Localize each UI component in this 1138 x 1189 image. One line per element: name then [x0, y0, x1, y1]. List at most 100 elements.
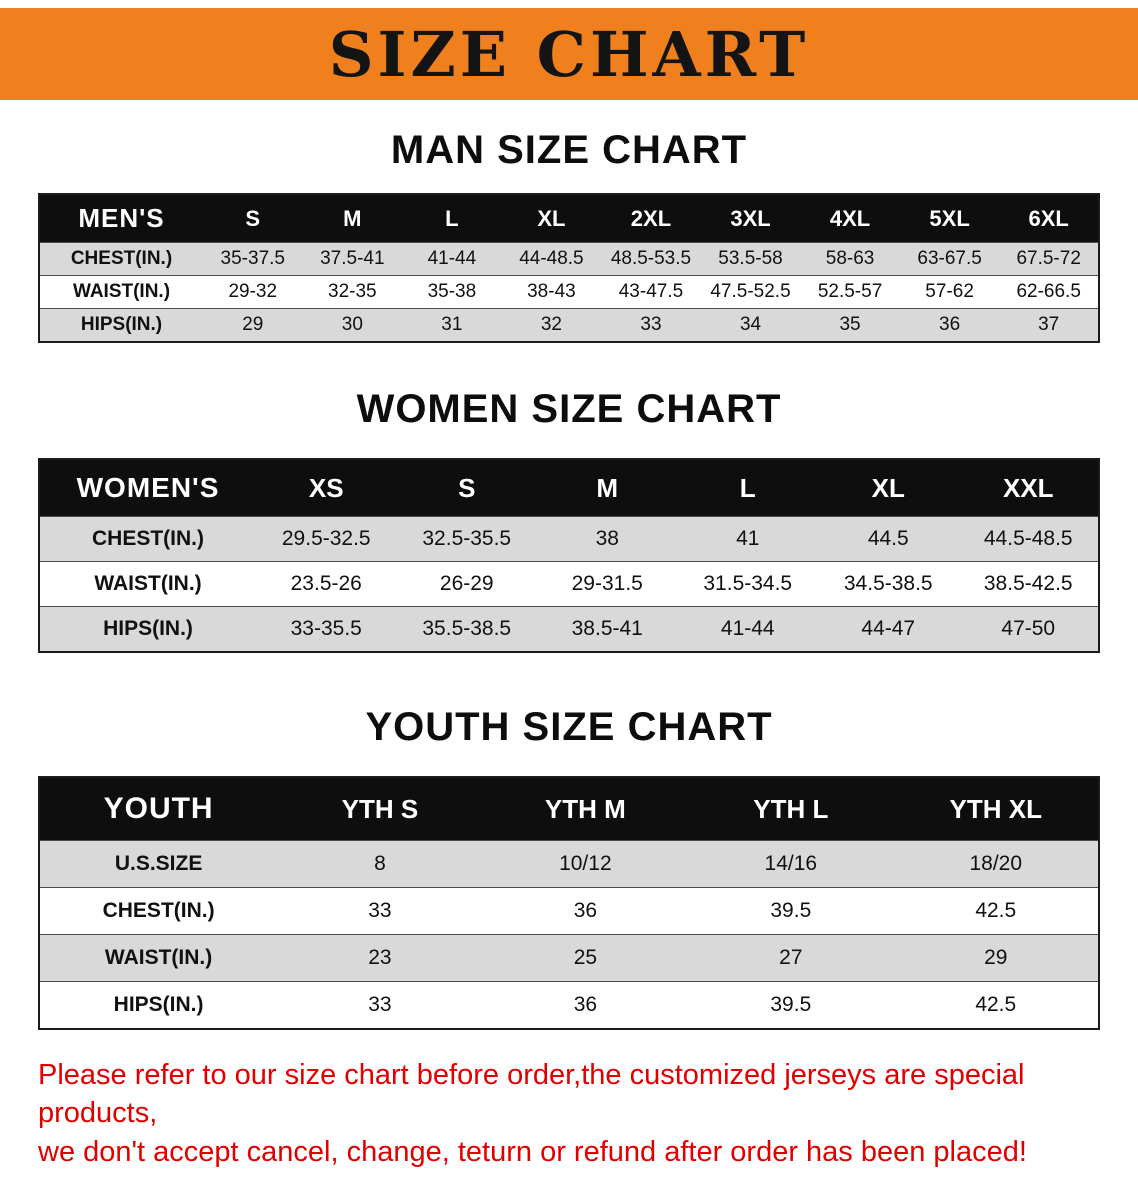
table-row: WAIST(IN.) 23.5-26 26-29 29-31.5 31.5-34.5 34… [39, 561, 1099, 607]
size-value-cell: 35 [800, 308, 900, 342]
size-value-cell: 29.5-32.5 [256, 516, 397, 562]
size-value-cell: 33 [601, 308, 701, 342]
size-value-cell: 41-44 [402, 242, 502, 276]
row-label: HIPS(IN.) [39, 308, 203, 342]
table-row: HIPS(IN.) 33 36 39.5 42.5 [39, 981, 1099, 1029]
disclaimer-line-1: Please refer to our size chart before or… [38, 1059, 1025, 1130]
size-value-cell: 38-43 [501, 275, 602, 309]
size-value-cell: 35-37.5 [203, 242, 303, 276]
size-value-cell: 67.5-72 [999, 242, 1099, 276]
table-header-row: MEN'S S M L XL 2XL 3XL 4XL 5XL 6XL [39, 194, 1099, 243]
size-value-cell: 41 [677, 516, 818, 562]
youth-section-heading: YOUTH SIZE CHART [365, 705, 773, 749]
size-column-header: S [245, 205, 261, 231]
table-title-cell: YOUTH [103, 792, 214, 825]
size-value-cell: 62-66.5 [999, 275, 1099, 309]
size-value-cell: 53.5-58 [700, 242, 801, 276]
table-title-cell: MEN'S [78, 203, 165, 233]
size-value-cell: 58-63 [800, 242, 900, 276]
banner: SIZE CHART [0, 8, 1138, 100]
size-value-cell: 27 [688, 934, 894, 982]
size-value-cell: 29 [893, 934, 1099, 982]
size-value-cell: 33-35.5 [256, 606, 397, 652]
size-value-cell: 36 [482, 887, 689, 935]
size-value-cell: 37.5-41 [302, 242, 403, 276]
size-value-cell: 44.5 [818, 516, 959, 562]
size-value-cell: 34 [700, 308, 801, 342]
disclaimer-line-2: we don't accept cancel, change, teturn o… [38, 1135, 1027, 1168]
size-value-cell: 43-47.5 [601, 275, 701, 309]
size-column-header: 6XL [1028, 205, 1069, 231]
size-column-header: 2XL [630, 205, 672, 231]
row-label: WAIST(IN.) [39, 934, 278, 982]
table-row: HIPS(IN.) 33-35.5 35.5-38.5 38.5-41 41-44 44-… [39, 606, 1099, 652]
size-value-cell: 42.5 [893, 887, 1099, 935]
size-column-header: 4XL [829, 205, 871, 231]
size-value-cell: 38.5-41 [537, 606, 678, 652]
size-column-header: YTH M [544, 793, 626, 824]
women-section-heading: WOMEN SIZE CHART [356, 387, 782, 431]
size-value-cell: 29-32 [203, 275, 303, 309]
row-label: HIPS(IN.) [39, 606, 256, 652]
women-section: WOMEN SIZE CHART WOMEN'S XS S M L XL XXL CHEST(… [0, 387, 1138, 653]
size-column-header: YTH S [341, 793, 419, 824]
size-column-header: YTH L [753, 793, 829, 824]
table-row: U.S.SIZE 8 10/12 14/16 18/20 [39, 840, 1099, 888]
size-column-header: 5XL [929, 205, 970, 231]
size-value-cell: 37 [999, 308, 1099, 342]
table-row: CHEST(IN.) 29.5-32.5 32.5-35.5 38 41 44.5 44.5… [39, 516, 1099, 562]
men-section-heading: MAN SIZE CHART [390, 128, 748, 172]
size-column-header: M [596, 472, 619, 503]
size-column-header: L [739, 472, 756, 503]
size-value-cell: 47.5-52.5 [700, 275, 801, 309]
size-value-cell: 32.5-35.5 [396, 516, 537, 562]
size-value-cell: 31 [402, 308, 502, 342]
size-column-header: S [458, 472, 476, 503]
size-value-cell: 38.5-42.5 [958, 561, 1099, 607]
table-row: CHEST(IN.) 33 36 39.5 42.5 [39, 887, 1099, 935]
table-row: CHEST(IN.) 35-37.5 37.5-41 41-44 44-48.5 48.5… [39, 242, 1099, 276]
row-label: CHEST(IN.) [39, 516, 256, 562]
size-value-cell: 57-62 [899, 275, 1000, 309]
size-value-cell: 52.5-57 [800, 275, 900, 309]
size-value-cell: 31.5-34.5 [677, 561, 818, 607]
size-value-cell: 23.5-26 [256, 561, 397, 607]
size-value-cell: 26-29 [396, 561, 537, 607]
size-value-cell: 34.5-38.5 [818, 561, 959, 607]
women-size-table: WOMEN'S XS S M L XL XXL CHEST(IN.) 29.5-32.5 32.5… [38, 458, 1100, 653]
table-row: WAIST(IN.) 23 25 27 29 [39, 934, 1099, 982]
size-value-cell: 29-31.5 [537, 561, 678, 607]
size-column-header: XL [871, 472, 905, 503]
size-value-cell: 29 [203, 308, 303, 342]
table-header-row: WOMEN'S XS S M L XL XXL [39, 459, 1099, 517]
row-label: U.S.SIZE [39, 840, 278, 888]
size-value-cell: 44-48.5 [501, 242, 602, 276]
size-value-cell: 48.5-53.5 [601, 242, 701, 276]
size-value-cell: 8 [277, 840, 483, 888]
table-title-cell: WOMEN'S [76, 472, 220, 503]
size-value-cell: 39.5 [688, 887, 894, 935]
size-column-header: YTH XL [949, 793, 1042, 824]
youth-section: YOUTH SIZE CHART YOUTH YTH S YTH M YTH L YTH… [0, 705, 1138, 1030]
row-label: WAIST(IN.) [39, 561, 256, 607]
table-row: WAIST(IN.) 29-32 32-35 35-38 38-43 43-47.5 47.… [39, 275, 1099, 309]
size-value-cell: 23 [277, 934, 483, 982]
size-value-cell: 25 [482, 934, 689, 982]
size-value-cell: 38 [537, 516, 678, 562]
size-value-cell: 18/20 [893, 840, 1099, 888]
disclaimer: Please refer to our size chart before or… [38, 1056, 1100, 1171]
men-size-table: MEN'S S M L XL 2XL 3XL 4XL 5XL 6XL CHEST(IN.) 35-37… [38, 193, 1100, 343]
size-value-cell: 30 [302, 308, 403, 342]
size-column-header: M [343, 205, 362, 231]
size-column-header: XL [537, 205, 566, 231]
size-value-cell: 39.5 [688, 981, 894, 1029]
size-value-cell: 47-50 [958, 606, 1099, 652]
size-value-cell: 41-44 [677, 606, 818, 652]
row-label: HIPS(IN.) [39, 981, 278, 1029]
size-column-header: 3XL [730, 205, 771, 231]
size-value-cell: 32 [501, 308, 602, 342]
row-label: WAIST(IN.) [39, 275, 203, 309]
size-value-cell: 44-47 [818, 606, 959, 652]
row-label: CHEST(IN.) [39, 887, 278, 935]
